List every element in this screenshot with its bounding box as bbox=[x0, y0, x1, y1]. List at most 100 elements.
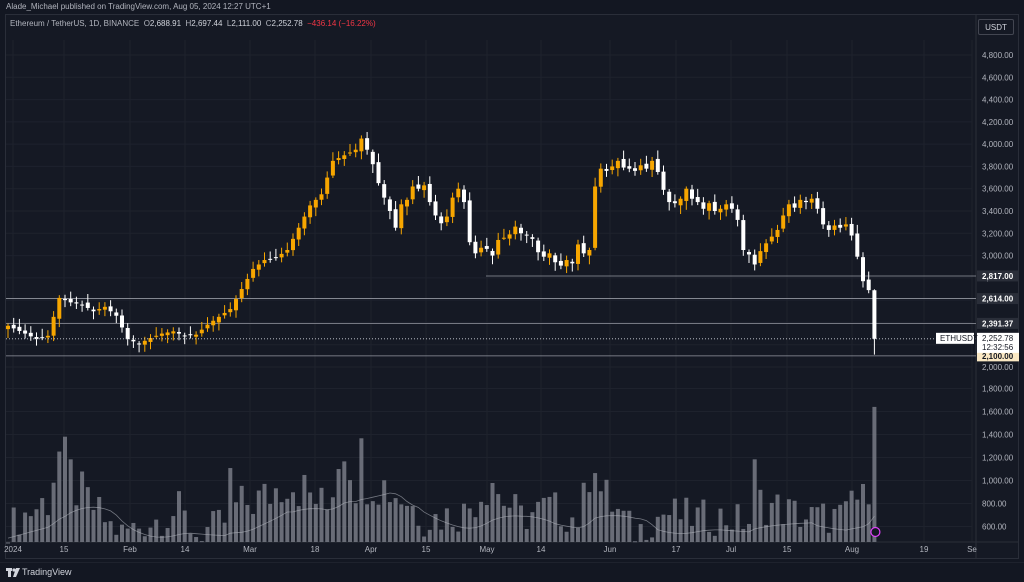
time-tick-label: 17 bbox=[672, 545, 681, 554]
volume-bar bbox=[798, 526, 803, 542]
candle-body bbox=[456, 188, 461, 198]
candle-body bbox=[752, 254, 757, 265]
candle-body bbox=[165, 332, 170, 336]
low-value: 2,111.00 bbox=[231, 19, 262, 28]
candle-body bbox=[804, 200, 808, 203]
candle-body bbox=[348, 152, 352, 154]
candle-body bbox=[182, 335, 187, 337]
candle-body bbox=[496, 239, 501, 255]
candle-body bbox=[513, 226, 518, 235]
symbol-legend: Ethereum / TetherUS, 1D, BINANCE O2,688.… bbox=[10, 19, 376, 28]
footer-brand[interactable]: TradingView bbox=[22, 567, 72, 577]
candle-body bbox=[302, 216, 307, 229]
volume-bar bbox=[370, 501, 375, 542]
candle-body bbox=[769, 236, 774, 242]
time-tick-label: 15 bbox=[783, 545, 792, 554]
volume-tick-label: 1,600.00 bbox=[982, 408, 1014, 417]
volume-bar bbox=[444, 508, 449, 542]
candle-body bbox=[570, 261, 575, 264]
candle-body bbox=[712, 201, 717, 211]
candle-body bbox=[690, 189, 694, 199]
candle-body bbox=[701, 202, 706, 209]
volume-bar bbox=[302, 474, 307, 542]
candle-body bbox=[655, 158, 660, 172]
volume-bar bbox=[541, 497, 546, 542]
volume-bar bbox=[843, 501, 848, 542]
volume-bar bbox=[832, 508, 837, 542]
volume-bar bbox=[251, 513, 256, 542]
close-label: C bbox=[265, 19, 272, 28]
candle-body bbox=[638, 165, 643, 171]
candle-body bbox=[319, 194, 324, 200]
time-tick-label: 2024 bbox=[4, 545, 22, 554]
volume-bar bbox=[131, 522, 136, 542]
volume-bar bbox=[718, 508, 723, 542]
volume-bar bbox=[325, 509, 330, 542]
symbol-title: Ethereum / TetherUS, 1D, BINANCE bbox=[10, 19, 140, 28]
volume-bar bbox=[769, 502, 774, 542]
candle-body bbox=[439, 216, 444, 224]
candle-body bbox=[239, 289, 244, 299]
candle-body bbox=[268, 258, 273, 260]
volume-bar bbox=[747, 523, 751, 542]
volume-bar bbox=[462, 503, 466, 542]
candle-body bbox=[102, 306, 107, 310]
symbol-tag-label: ETHUSDT bbox=[940, 334, 978, 343]
candle-body bbox=[222, 312, 227, 316]
volume-bar bbox=[804, 519, 808, 542]
volume-bar bbox=[792, 500, 797, 542]
candle-body bbox=[142, 340, 147, 345]
volume-bar bbox=[165, 528, 170, 542]
volume-bar bbox=[570, 517, 575, 542]
tradingview-logo-icon[interactable] bbox=[6, 567, 20, 578]
footer-bar: TradingView bbox=[0, 562, 1024, 582]
volume-bar bbox=[97, 496, 102, 542]
candle-body bbox=[861, 257, 865, 282]
level-price-label: 2,614.00 bbox=[982, 295, 1014, 304]
volume-bar bbox=[239, 485, 244, 542]
volume-tick-label: 800.00 bbox=[982, 500, 1007, 509]
volume-bar bbox=[330, 497, 335, 542]
candle-body bbox=[553, 255, 558, 263]
candle-body bbox=[159, 333, 164, 336]
volume-bar bbox=[308, 492, 313, 542]
open-label: O bbox=[143, 19, 150, 28]
volume-bar bbox=[422, 536, 427, 542]
candle-body bbox=[724, 204, 729, 210]
volume-bar bbox=[490, 482, 495, 542]
time-tick-label: Jun bbox=[604, 545, 617, 554]
candle-body bbox=[764, 243, 769, 253]
volume-bar bbox=[724, 525, 729, 542]
candle-body bbox=[587, 250, 592, 256]
candle-body bbox=[593, 186, 598, 248]
candle-body bbox=[330, 160, 335, 176]
volume-bar bbox=[872, 406, 877, 542]
candle-body bbox=[627, 166, 632, 169]
candle-body bbox=[462, 189, 466, 203]
volume-bar bbox=[627, 510, 632, 542]
last-price-countdown: 12:32:56 bbox=[982, 343, 1014, 352]
volume-bar bbox=[564, 531, 569, 542]
volume-bar bbox=[752, 459, 757, 542]
volume-bar bbox=[279, 502, 284, 542]
candle-body bbox=[541, 251, 546, 257]
candle-body bbox=[729, 203, 734, 209]
candle-body bbox=[422, 185, 427, 191]
candle-body bbox=[114, 312, 119, 316]
volume-bar bbox=[593, 473, 598, 542]
volume-bar bbox=[142, 536, 147, 542]
candle-body bbox=[741, 220, 746, 250]
volume-bar bbox=[148, 527, 153, 542]
candle-body bbox=[410, 186, 415, 200]
volume-bar bbox=[861, 483, 865, 542]
currency-unit-button[interactable]: USDT bbox=[978, 19, 1014, 35]
volume-bar bbox=[6, 542, 10, 544]
volume-bar bbox=[507, 507, 512, 542]
chart-pane[interactable] bbox=[5, 14, 1019, 559]
price-tick-label: 4,000.00 bbox=[982, 140, 1014, 149]
candle-body bbox=[866, 279, 871, 291]
volume-bar bbox=[114, 534, 119, 542]
published-text: Alade_Michael published on TradingView.c… bbox=[6, 2, 271, 11]
candle-body bbox=[23, 330, 28, 334]
